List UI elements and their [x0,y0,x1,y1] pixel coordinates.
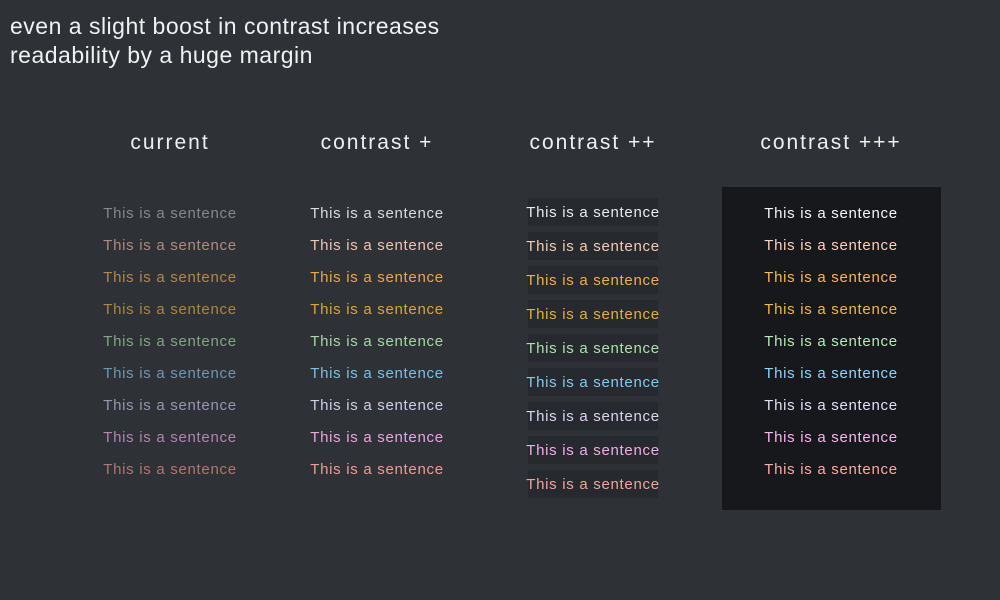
sentence-row: This is a sentence [60,198,280,230]
column-contrast-plus2-rows: This is a sentence This is a sentence This… [483,198,703,502]
sentence-row: This is a sentence [483,402,703,434]
sentence-row: This is a sentence [60,390,280,422]
sentence-text: This is a sentence [764,429,898,446]
sentence-text: This is a sentence [764,365,898,382]
sentence-row: This is a sentence [60,422,280,454]
sentence-row: This is a sentence [60,230,280,262]
sentence-text: This is a sentence [764,397,898,414]
sentence-text: This is a sentence [526,305,660,323]
sentence-strip-background: This is a sentence [526,436,660,464]
sentence-row: This is a sentence [60,294,280,326]
sentence-text: This is a sentence [764,237,898,254]
column-contrast-plus2-header: contrast ++ [529,131,657,154]
sentence-row: This is a sentence [267,326,487,358]
sentence-row: This is a sentence [267,454,487,486]
sentence-text: This is a sentence [526,271,660,289]
sentence-row: This is a sentence [721,358,941,390]
sentence-row: This is a sentence [60,262,280,294]
sentence-text: This is a sentence [310,333,444,350]
sentence-row: This is a sentence [483,368,703,400]
sentence-text: This is a sentence [764,461,898,478]
sentence-text: This is a sentence [310,461,444,478]
sentence-text: This is a sentence [526,237,660,255]
sentence-text: This is a sentence [310,365,444,382]
sentence-row: This is a sentence [721,198,941,230]
column-current-rows: This is a sentence This is a sentence This… [60,198,280,486]
sentence-text: This is a sentence [310,205,444,222]
sentence-strip-background: This is a sentence [526,232,660,260]
column-contrast-plus3-header: contrast +++ [760,131,902,154]
sentence-text: This is a sentence [526,339,660,357]
sentence-row: This is a sentence [483,436,703,468]
sentence-text: This is a sentence [526,373,660,391]
column-contrast-plus1: contrast + This is a sentence This is a s… [267,120,487,486]
sentence-row: This is a sentence [267,294,487,326]
sentence-row: This is a sentence [483,266,703,298]
sentence-text: This is a sentence [103,301,237,318]
column-contrast-plus2: contrast ++ This is a sentence This is a … [483,120,703,502]
sentence-row: This is a sentence [721,390,941,422]
sentence-row: This is a sentence [721,326,941,358]
sentence-row: This is a sentence [721,262,941,294]
sentence-strip-background: This is a sentence [526,402,660,430]
sentence-row: This is a sentence [60,454,280,486]
sentence-row: This is a sentence [60,358,280,390]
sentence-text: This is a sentence [764,205,898,222]
sentence-text: This is a sentence [310,397,444,414]
sentence-row: This is a sentence [721,454,941,486]
sentence-row: This is a sentence [721,422,941,454]
sentence-text: This is a sentence [310,237,444,254]
sentence-text: This is a sentence [103,269,237,286]
sentence-row: This is a sentence [267,230,487,262]
sentence-row: This is a sentence [483,470,703,502]
contrast-plus3-panel [722,187,941,510]
sentence-text: This is a sentence [764,269,898,286]
sentence-text: This is a sentence [310,429,444,446]
sentence-text: This is a sentence [526,407,660,425]
sentence-row: This is a sentence [267,422,487,454]
sentence-strip-background: This is a sentence [526,368,660,396]
sentence-strip-background: This is a sentence [526,334,660,362]
sentence-text: This is a sentence [103,237,237,254]
sentence-text: This is a sentence [310,269,444,286]
sentence-strip-background: This is a sentence [526,470,660,498]
sentence-text: This is a sentence [103,205,237,222]
sentence-text: This is a sentence [526,441,660,459]
slide-title-line1: even a slight boost in contrast increase… [10,13,440,39]
sentence-row: This is a sentence [483,300,703,332]
sentence-strip-background: This is a sentence [526,198,660,226]
sentence-strip-background: This is a sentence [526,300,660,328]
sentence-row: This is a sentence [60,326,280,358]
sentence-row: This is a sentence [483,198,703,230]
slide-title: even a slight boost in contrast increase… [10,12,440,70]
sentence-row: This is a sentence [267,390,487,422]
sentence-row: This is a sentence [483,334,703,366]
sentence-text: This is a sentence [103,397,237,414]
column-contrast-plus3: contrast +++ This is a sentence This is a… [721,120,941,486]
sentence-text: This is a sentence [526,203,660,221]
sentence-text: This is a sentence [103,365,237,382]
sentence-text: This is a sentence [103,429,237,446]
sentence-row: This is a sentence [267,262,487,294]
sentence-row: This is a sentence [483,232,703,264]
sentence-text: This is a sentence [310,301,444,318]
sentence-row: This is a sentence [267,358,487,390]
sentence-text: This is a sentence [103,333,237,350]
column-current-header: current [130,131,210,154]
slide-title-line2: readability by a huge margin [10,42,313,68]
column-current: current This is a sentence This is a sent… [60,120,280,486]
sentence-text: This is a sentence [526,475,660,493]
sentence-text: This is a sentence [103,461,237,478]
column-contrast-plus1-header: contrast + [320,131,434,154]
sentence-strip-background: This is a sentence [526,266,660,294]
sentence-text: This is a sentence [764,301,898,318]
column-contrast-plus1-rows: This is a sentence This is a sentence This… [267,198,487,486]
column-contrast-plus3-rows: This is a sentence This is a sentence This… [721,198,941,486]
sentence-row: This is a sentence [721,294,941,326]
sentence-text: This is a sentence [764,333,898,350]
sentence-row: This is a sentence [721,230,941,262]
sentence-row: This is a sentence [267,198,487,230]
